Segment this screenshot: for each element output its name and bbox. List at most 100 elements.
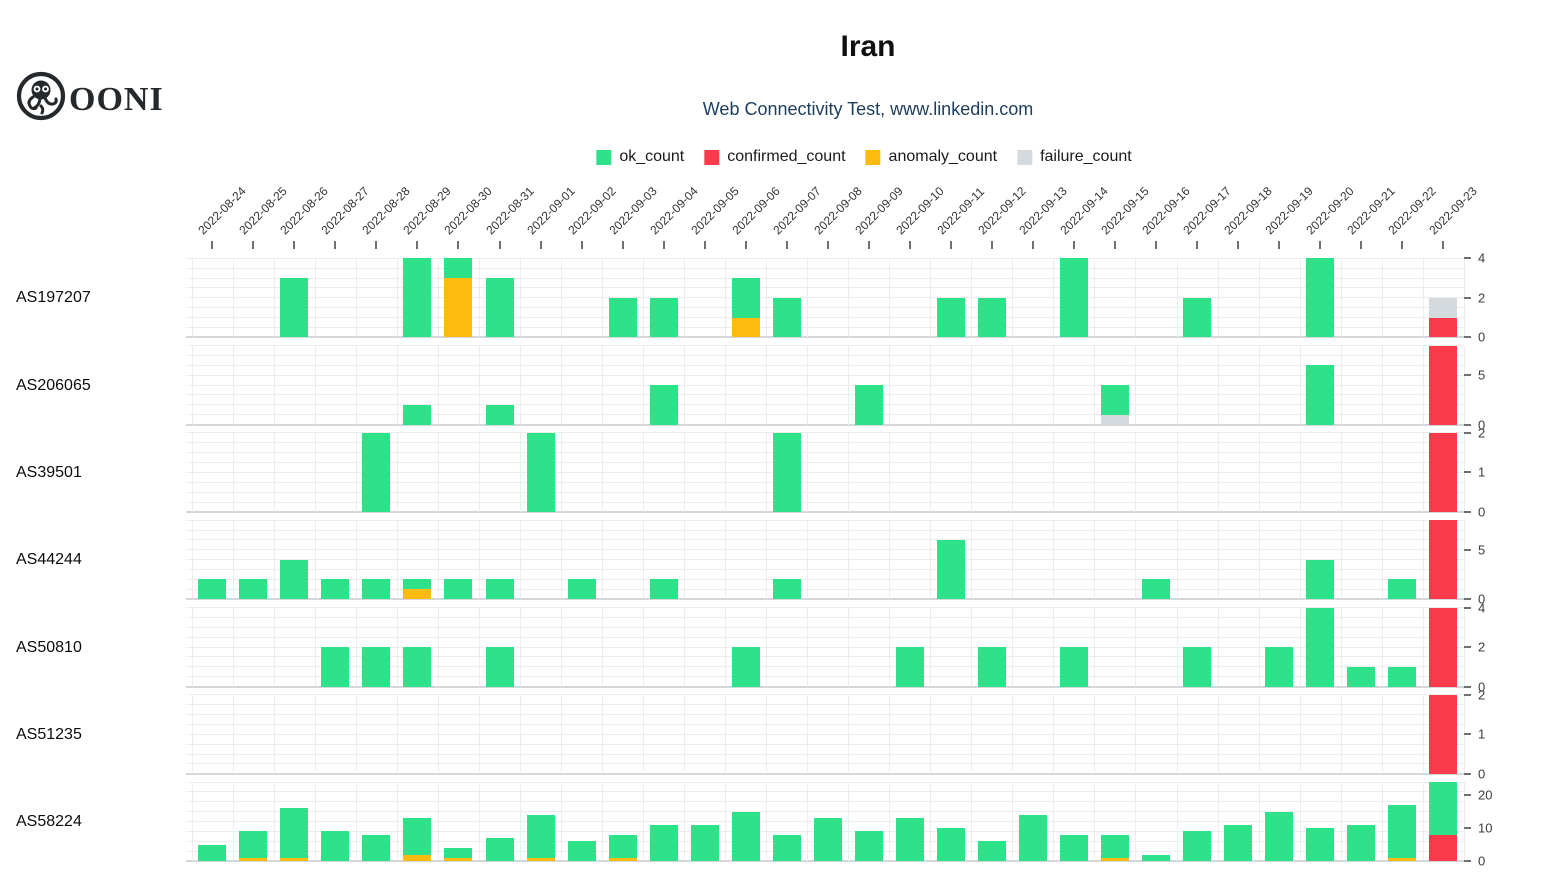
bar-AS44244-2022-08-27-ok[interactable] bbox=[321, 579, 350, 600]
bar-AS44244-2022-08-26-ok[interactable] bbox=[280, 559, 309, 600]
bar-AS58224-2022-09-23-ok[interactable] bbox=[1429, 782, 1458, 835]
bar-AS197207-2022-09-06-ok[interactable] bbox=[731, 278, 760, 318]
bar-AS44244-2022-09-11-ok[interactable] bbox=[936, 539, 965, 600]
bar-AS58224-2022-08-24-ok[interactable] bbox=[198, 844, 227, 862]
bar-AS58224-2022-09-17-ok[interactable] bbox=[1183, 831, 1212, 862]
bar-AS58224-2022-09-07-ok[interactable] bbox=[772, 834, 801, 862]
bar-AS197207-2022-09-07-ok[interactable] bbox=[772, 297, 801, 338]
bar-AS58224-2022-08-30-ok[interactable] bbox=[444, 847, 473, 858]
bar-AS50810-2022-09-10-ok[interactable] bbox=[895, 647, 924, 687]
bar-AS58224-2022-08-29-anomaly[interactable] bbox=[403, 854, 432, 862]
bar-AS206065-2022-08-31-ok[interactable] bbox=[485, 404, 514, 425]
bar-AS197207-2022-09-03-ok[interactable] bbox=[608, 297, 637, 338]
bar-AS39501-2022-08-28-ok[interactable] bbox=[362, 432, 391, 512]
bar-AS206065-2022-09-04-ok[interactable] bbox=[649, 385, 678, 425]
bar-AS58224-2022-08-27-ok[interactable] bbox=[321, 831, 350, 862]
bar-AS50810-2022-08-29-ok[interactable] bbox=[403, 647, 432, 687]
bar-AS206065-2022-08-29-ok[interactable] bbox=[403, 404, 432, 425]
bar-AS58224-2022-09-15-anomaly[interactable] bbox=[1100, 857, 1129, 862]
bar-AS50810-2022-09-23-confirmed[interactable] bbox=[1429, 607, 1458, 687]
legend-item-ok_count[interactable]: ok_count bbox=[596, 148, 684, 166]
bar-AS50810-2022-09-17-ok[interactable] bbox=[1183, 647, 1212, 687]
bar-AS197207-2022-09-23-confirmed[interactable] bbox=[1429, 317, 1458, 338]
bar-AS50810-2022-08-28-ok[interactable] bbox=[362, 647, 391, 687]
bar-AS58224-2022-09-03-anomaly[interactable] bbox=[608, 857, 637, 862]
bar-AS44244-2022-08-29-ok[interactable] bbox=[403, 579, 432, 590]
bar-AS58224-2022-09-22-ok[interactable] bbox=[1388, 805, 1417, 858]
bar-AS44244-2022-09-07-ok[interactable] bbox=[772, 579, 801, 600]
bar-AS50810-2022-08-27-ok[interactable] bbox=[321, 647, 350, 687]
bar-AS206065-2022-09-09-ok[interactable] bbox=[854, 385, 883, 425]
bar-AS58224-2022-09-14-ok[interactable] bbox=[1059, 834, 1088, 862]
legend-item-confirmed_count[interactable]: confirmed_count bbox=[704, 148, 846, 166]
bar-AS44244-2022-08-28-ok[interactable] bbox=[362, 579, 391, 600]
bar-AS58224-2022-09-05-ok[interactable] bbox=[690, 824, 719, 862]
bar-AS50810-2022-09-22-ok[interactable] bbox=[1388, 666, 1417, 687]
bar-AS58224-2022-09-20-ok[interactable] bbox=[1306, 828, 1335, 862]
bar-AS50810-2022-09-21-ok[interactable] bbox=[1347, 666, 1376, 687]
bar-AS58224-2022-08-28-ok[interactable] bbox=[362, 834, 391, 862]
bar-AS197207-2022-09-14-ok[interactable] bbox=[1059, 258, 1088, 338]
bar-AS39501-2022-09-01-ok[interactable] bbox=[526, 432, 555, 512]
bar-AS197207-2022-08-30-anomaly[interactable] bbox=[444, 278, 473, 338]
bar-AS58224-2022-08-30-anomaly[interactable] bbox=[444, 857, 473, 862]
bar-AS58224-2022-08-29-ok[interactable] bbox=[403, 818, 432, 855]
bar-AS58224-2022-09-02-ok[interactable] bbox=[567, 841, 596, 862]
bar-AS206065-2022-09-20-ok[interactable] bbox=[1306, 365, 1335, 425]
bar-AS50810-2022-09-19-ok[interactable] bbox=[1265, 647, 1294, 687]
bar-AS58224-2022-09-03-ok[interactable] bbox=[608, 834, 637, 858]
bar-AS44244-2022-08-25-ok[interactable] bbox=[239, 579, 268, 600]
bar-AS58224-2022-08-31-ok[interactable] bbox=[485, 838, 514, 862]
bar-AS39501-2022-09-23-confirmed[interactable] bbox=[1429, 432, 1458, 512]
bar-AS58224-2022-09-10-ok[interactable] bbox=[895, 818, 924, 862]
bar-AS197207-2022-09-12-ok[interactable] bbox=[977, 297, 1006, 338]
bar-AS58224-2022-09-16-ok[interactable] bbox=[1142, 854, 1170, 862]
bar-AS51235-2022-09-23-confirmed[interactable] bbox=[1429, 694, 1458, 774]
bar-AS50810-2022-09-06-ok[interactable] bbox=[731, 647, 760, 687]
bar-AS44244-2022-08-24-ok[interactable] bbox=[198, 579, 227, 600]
bar-AS58224-2022-09-11-ok[interactable] bbox=[936, 828, 965, 862]
bar-AS50810-2022-09-14-ok[interactable] bbox=[1059, 647, 1088, 687]
bar-AS58224-2022-09-15-ok[interactable] bbox=[1100, 834, 1129, 858]
bar-AS206065-2022-09-15-ok[interactable] bbox=[1100, 385, 1129, 415]
bar-AS58224-2022-09-01-anomaly[interactable] bbox=[526, 857, 555, 862]
bar-AS58224-2022-09-08-ok[interactable] bbox=[813, 818, 842, 862]
bar-AS50810-2022-08-31-ok[interactable] bbox=[485, 647, 514, 687]
legend-item-failure_count[interactable]: failure_count bbox=[1017, 148, 1132, 166]
bar-AS197207-2022-08-30-ok[interactable] bbox=[444, 258, 473, 279]
bar-AS197207-2022-09-04-ok[interactable] bbox=[649, 297, 678, 338]
bar-AS58224-2022-08-25-ok[interactable] bbox=[239, 831, 268, 858]
bar-AS197207-2022-09-17-ok[interactable] bbox=[1183, 297, 1212, 338]
bar-AS206065-2022-09-15-failure[interactable] bbox=[1100, 414, 1129, 425]
bar-AS58224-2022-09-19-ok[interactable] bbox=[1265, 811, 1294, 862]
bar-AS58224-2022-08-25-anomaly[interactable] bbox=[239, 857, 268, 862]
bar-AS58224-2022-09-06-ok[interactable] bbox=[731, 811, 760, 862]
bar-AS197207-2022-08-29-ok[interactable] bbox=[403, 258, 432, 338]
legend-item-anomaly_count[interactable]: anomaly_count bbox=[865, 148, 997, 166]
bar-AS197207-2022-08-31-ok[interactable] bbox=[485, 278, 514, 338]
bar-AS58224-2022-09-12-ok[interactable] bbox=[977, 841, 1006, 862]
bar-AS44244-2022-09-16-ok[interactable] bbox=[1142, 579, 1170, 600]
bar-AS58224-2022-09-18-ok[interactable] bbox=[1224, 824, 1253, 862]
bar-AS58224-2022-08-26-anomaly[interactable] bbox=[280, 857, 309, 862]
bar-AS58224-2022-09-01-ok[interactable] bbox=[526, 815, 555, 858]
bar-AS197207-2022-09-06-anomaly[interactable] bbox=[731, 317, 760, 338]
bar-AS58224-2022-09-22-anomaly[interactable] bbox=[1388, 857, 1417, 862]
bar-AS44244-2022-09-20-ok[interactable] bbox=[1306, 559, 1335, 600]
bar-AS58224-2022-09-21-ok[interactable] bbox=[1347, 824, 1376, 862]
bar-AS197207-2022-08-26-ok[interactable] bbox=[280, 278, 309, 338]
bar-AS197207-2022-09-23-failure[interactable] bbox=[1429, 297, 1458, 318]
bar-AS44244-2022-09-22-ok[interactable] bbox=[1388, 579, 1417, 600]
bar-AS44244-2022-09-04-ok[interactable] bbox=[649, 579, 678, 600]
bar-AS197207-2022-09-20-ok[interactable] bbox=[1306, 258, 1335, 338]
bar-AS58224-2022-08-26-ok[interactable] bbox=[280, 808, 309, 858]
bar-AS44244-2022-08-30-ok[interactable] bbox=[444, 579, 473, 600]
bar-AS58224-2022-09-13-ok[interactable] bbox=[1018, 815, 1047, 862]
bar-AS58224-2022-09-04-ok[interactable] bbox=[649, 824, 678, 862]
bar-AS44244-2022-08-29-anomaly[interactable] bbox=[403, 589, 432, 600]
bar-AS44244-2022-09-23-confirmed[interactable] bbox=[1429, 520, 1458, 600]
bar-AS44244-2022-08-31-ok[interactable] bbox=[485, 579, 514, 600]
bar-AS50810-2022-09-12-ok[interactable] bbox=[977, 647, 1006, 687]
bar-AS44244-2022-09-02-ok[interactable] bbox=[567, 579, 596, 600]
bar-AS197207-2022-09-11-ok[interactable] bbox=[936, 297, 965, 338]
